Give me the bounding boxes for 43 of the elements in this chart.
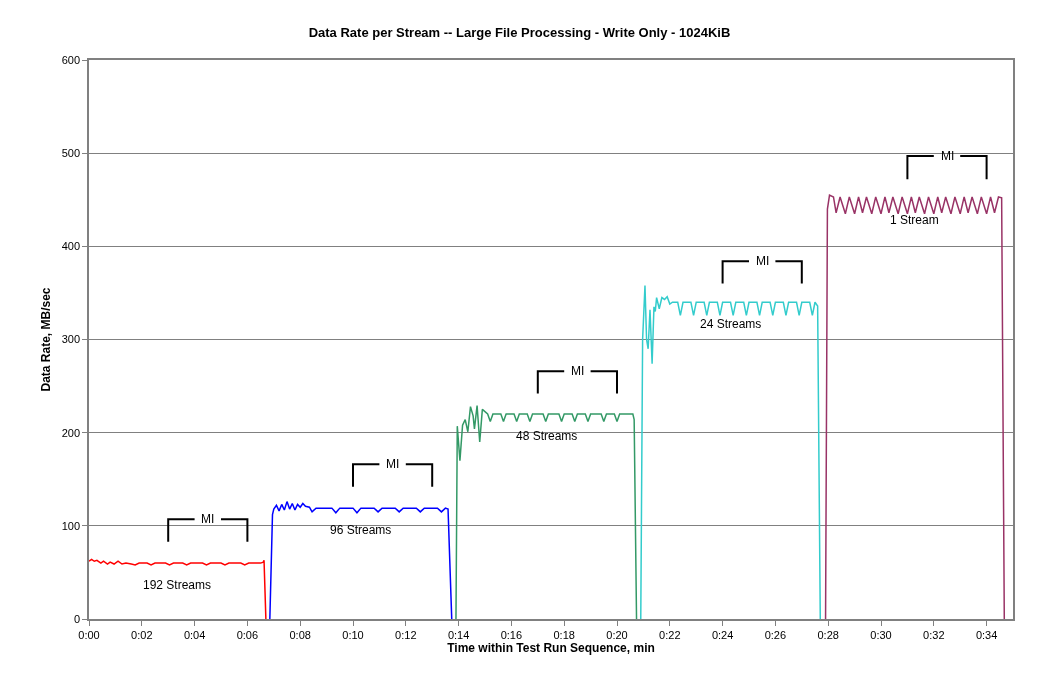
line-series	[824, 194, 1006, 619]
y-tick-label: 600	[61, 53, 81, 66]
x-tick-label: 0:04	[183, 628, 206, 641]
y-tick-label: 300	[61, 333, 81, 346]
line-series	[269, 500, 453, 619]
y-tick-label: 400	[61, 240, 81, 253]
x-tick-label: 0:10	[342, 628, 364, 641]
line-series	[640, 284, 822, 619]
x-tick-label: 0:20	[606, 628, 628, 641]
x-tick-label: 0:28	[817, 628, 839, 641]
x-tick-label: 0:08	[289, 628, 311, 641]
x-axis-title: Time within Test Run Sequence, min	[447, 641, 655, 656]
x-tick-label: 0:24	[711, 628, 734, 641]
y-tick-label: 200	[61, 426, 81, 439]
annotation: MI	[386, 457, 400, 471]
y-tick-label: 100	[61, 519, 81, 532]
series-label: 24 Streams	[700, 317, 762, 331]
x-tick-label: 0:00	[78, 628, 100, 641]
x-tick-label: 0:12	[395, 628, 417, 641]
x-tick-label: 0:34	[975, 628, 998, 641]
x-tick-label: 0:02	[131, 628, 153, 641]
series-label: 1 Stream	[890, 213, 939, 227]
y-tick-label: 500	[61, 147, 81, 160]
series-label: 96 Streams	[330, 523, 392, 537]
x-tick-label: 0:22	[659, 628, 681, 641]
x-tick-label: 0:32	[923, 628, 945, 641]
series-label: 48 Streams	[516, 429, 578, 443]
chart-title: Data Rate per Stream -- Large File Processing - Write Only - 1024KiB	[308, 24, 731, 40]
line-series	[455, 404, 638, 619]
x-tick-label: 0:16	[500, 628, 523, 641]
y-axis-title: Data Rate, MB/sec	[39, 287, 54, 392]
annotation: MI	[201, 512, 215, 526]
y-tick-label: 0	[73, 612, 81, 625]
x-tick-label: 0:30	[870, 628, 892, 641]
series-label: 192 Streams	[143, 578, 212, 592]
x-tick-label: 0:06	[236, 628, 259, 641]
annotation: MI	[941, 149, 955, 163]
annotation: MI	[571, 364, 585, 378]
x-tick-label: 0:26	[764, 628, 787, 641]
x-tick-label: 0:18	[553, 628, 575, 641]
line-series	[89, 558, 267, 619]
x-tick-label: 0:14	[447, 628, 470, 641]
annotation: MI	[756, 254, 770, 268]
